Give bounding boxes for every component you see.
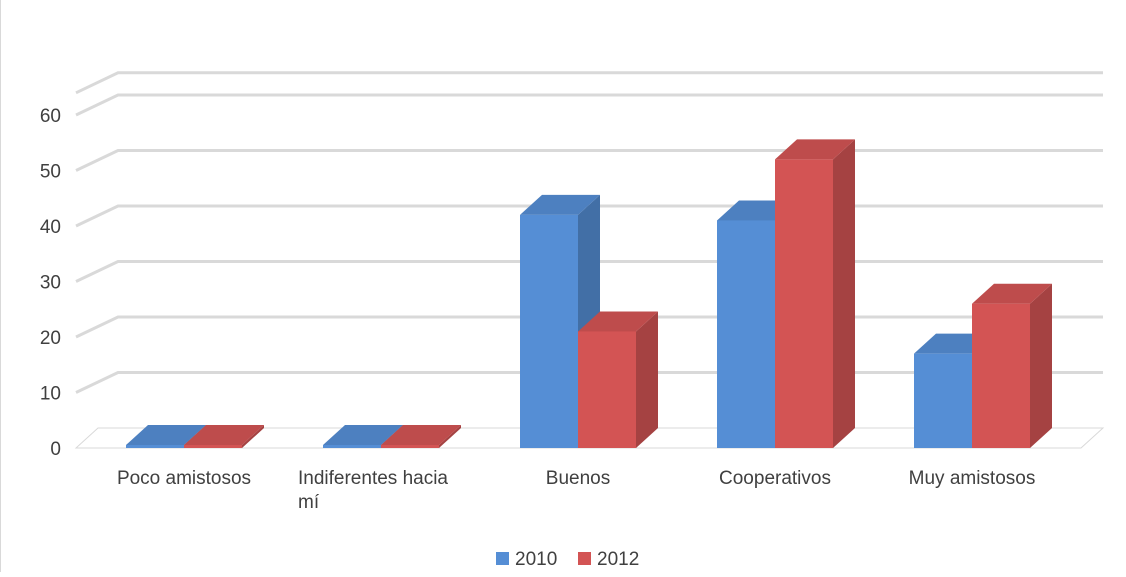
y-tick-label: 30 [40,273,61,294]
x-tick-label: Cooperativos [719,468,831,489]
bar-front [126,445,184,448]
x-tick-label: Poco amistosos [117,468,251,489]
bar-front [184,445,242,448]
bar-side [833,139,855,448]
bar-front [775,159,833,448]
bar-top [381,425,461,445]
y-axis-ticks: 0 10 20 30 40 50 60 [40,106,61,460]
y-tick-label: 50 [40,162,61,183]
legend-item-2010: 2010 [496,549,557,570]
bar-top [775,139,855,160]
legend-label: 2012 [597,549,639,570]
bar-front [717,220,775,448]
gridline [75,149,1103,172]
bar-2012-1 [381,425,461,448]
bar-2012-2 [578,311,658,448]
bar-2012-4 [972,283,1052,448]
y-tick-label: 60 [40,106,61,127]
bar-top [578,311,658,332]
bar-top [323,425,403,445]
legend-swatch [496,552,509,565]
x-tick-label: Muy amistosos [909,468,1036,489]
bar-side [242,425,264,448]
legend-item-2012: 2012 [578,549,639,570]
legend-label: 2010 [515,549,557,570]
legend-swatch [578,552,591,565]
y-tick-label: 20 [40,328,61,349]
y-tick-label: 0 [50,439,61,460]
x-tick-label: Buenos [546,468,610,489]
y-tick-label: 10 [40,384,61,405]
bar-2012-0 [184,425,264,448]
bar-top [126,425,206,445]
legend: 2010 2012 [496,549,639,570]
bar-front [972,303,1030,448]
bar-front [914,353,972,448]
bar-front [323,445,381,448]
bar-top [972,283,1052,304]
gridline [75,93,1103,117]
bar-side [636,311,658,448]
bar-front [520,214,578,448]
bar-2012-3 [775,139,855,448]
gridline [75,71,1103,95]
bar-top [184,425,264,445]
y-tick-label: 40 [40,217,61,238]
x-tick-label: Indiferentes hacia [298,468,448,489]
x-axis-ticks: Poco amistosos Indiferentes hacia mí Buenos… [117,468,1035,513]
bar-top [520,194,600,215]
bar-side [1030,283,1052,448]
bars [126,139,1052,448]
bar-front [578,331,636,448]
bar-side [439,425,461,448]
x-tick-label: mí [298,492,320,513]
bar-front [381,445,439,448]
